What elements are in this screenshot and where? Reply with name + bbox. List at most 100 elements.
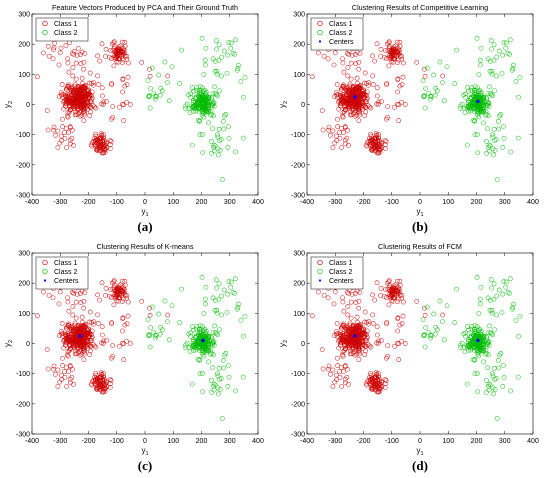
- data-point: [93, 344, 99, 350]
- data-point: [110, 287, 116, 292]
- data-point: [496, 126, 502, 132]
- data-point: [95, 292, 100, 298]
- y-tick-label: 100: [293, 72, 305, 79]
- data-point: [59, 321, 65, 326]
- data-point: [458, 342, 464, 348]
- data-point: [503, 40, 509, 46]
- data-point: [343, 88, 349, 93]
- data-point: [423, 325, 429, 331]
- data-point: [340, 56, 345, 62]
- data-point: [110, 104, 116, 109]
- data-point: [65, 353, 71, 359]
- y-tick-label: 300: [293, 12, 305, 19]
- x-tick-label: 400: [252, 438, 264, 445]
- data-point: [230, 50, 236, 56]
- data-point: [115, 288, 121, 294]
- y-tick-label: 100: [18, 72, 30, 79]
- data-point: [350, 346, 356, 352]
- data-point: [310, 74, 315, 80]
- x-tick-label: -100: [385, 199, 399, 206]
- data-point: [342, 107, 348, 113]
- data-point: [465, 324, 470, 329]
- data-point: [511, 301, 516, 307]
- data-point: [384, 321, 389, 327]
- data-point: [153, 94, 159, 100]
- data-point: [224, 71, 230, 76]
- data-point: [233, 388, 238, 394]
- data-point: [228, 45, 234, 51]
- x-tick-label: 0: [143, 438, 147, 445]
- data-point: [356, 59, 362, 65]
- data-point: [476, 311, 482, 316]
- data-point: [179, 47, 184, 53]
- data-point: [102, 146, 107, 152]
- data-point: [374, 150, 380, 156]
- data-point: [486, 387, 492, 393]
- data-point: [191, 104, 197, 110]
- data-point: [325, 56, 331, 62]
- data-point: [444, 64, 450, 70]
- center-marker: [78, 334, 82, 338]
- data-point: [74, 292, 80, 297]
- data-point: [95, 73, 100, 79]
- data-point: [242, 314, 248, 319]
- data-point: [103, 53, 108, 59]
- data-point: [116, 47, 122, 52]
- data-point: [94, 376, 100, 382]
- x-tick-label: 400: [527, 199, 539, 206]
- data-point: [223, 112, 229, 117]
- data-point: [153, 333, 159, 339]
- data-point: [68, 327, 74, 332]
- data-point: [475, 389, 481, 395]
- data-point: [477, 104, 483, 110]
- data-point: [95, 53, 100, 59]
- data-point: [501, 375, 507, 380]
- data-point: [188, 330, 194, 336]
- data-point: [478, 284, 484, 290]
- data-point: [378, 46, 384, 52]
- data-point: [111, 63, 117, 69]
- data-point: [509, 306, 515, 312]
- data-point: [341, 130, 346, 135]
- data-point: [491, 126, 497, 132]
- data-point: [362, 70, 368, 76]
- data-point: [479, 338, 485, 344]
- data-point: [342, 376, 348, 382]
- data-point: [66, 337, 72, 342]
- data-point: [240, 135, 246, 141]
- data-point: [499, 71, 505, 76]
- data-point: [383, 139, 389, 144]
- series-class-2: [420, 274, 523, 421]
- data-point: [234, 306, 240, 312]
- data-point: [501, 124, 506, 129]
- data-point: [374, 93, 380, 99]
- data-point: [347, 322, 353, 328]
- x-axis-label: y1: [416, 207, 423, 218]
- data-point: [72, 89, 77, 94]
- data-point: [193, 96, 198, 101]
- data-point: [117, 343, 122, 349]
- data-point: [218, 137, 224, 142]
- data-point: [321, 53, 327, 59]
- data-point: [115, 53, 121, 58]
- data-point: [472, 357, 478, 363]
- data-point: [157, 331, 163, 337]
- data-point: [88, 348, 94, 354]
- x-tick-label: -200: [356, 438, 370, 445]
- data-point: [204, 347, 210, 353]
- data-point: [203, 62, 208, 68]
- data-point: [400, 60, 406, 66]
- data-point: [121, 118, 127, 124]
- data-point: [440, 319, 445, 324]
- data-point: [80, 348, 86, 354]
- data-point: [377, 149, 383, 155]
- data-point: [400, 74, 406, 80]
- data-point: [206, 334, 212, 339]
- data-point: [325, 295, 331, 301]
- data-point: [479, 99, 485, 105]
- data-point: [397, 292, 403, 298]
- data-point: [217, 88, 222, 94]
- data-point: [70, 366, 75, 372]
- data-point: [221, 287, 227, 293]
- data-point: [395, 340, 400, 346]
